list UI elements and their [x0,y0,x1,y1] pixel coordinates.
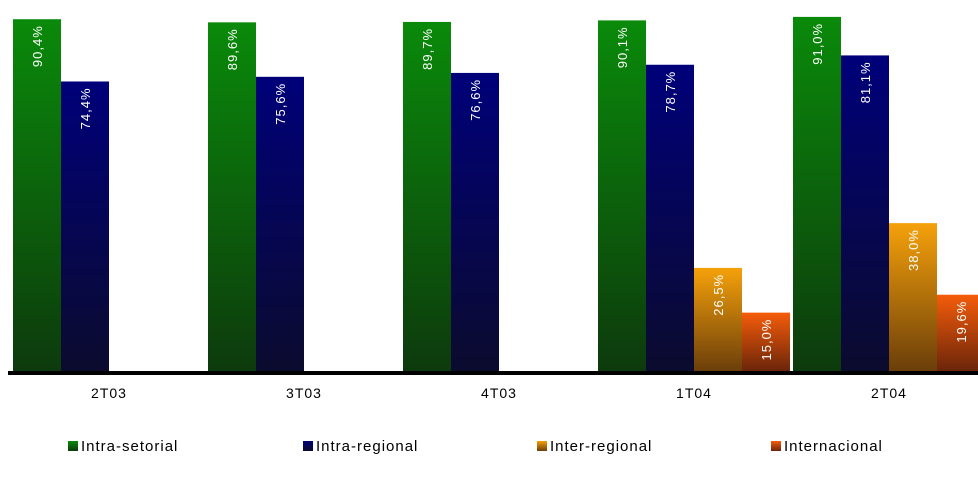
bar-1T04-internacional [742,312,790,371]
legend-label: Intra-regional [316,437,419,455]
bar-2T03-intra-setorial [13,19,61,372]
x-tick-label: 2T03 [91,385,127,401]
bar-1T04-inter-regional [694,267,742,371]
data-label: 19,6% [954,301,969,343]
x-tick-label: 4T03 [481,385,517,401]
data-label: 76,6% [468,79,483,121]
bar-4T03-intra-regional [451,72,499,371]
legend: Intra-setorial Intra-regional Inter-regi… [0,434,978,458]
bar-2T04-intra-regional [841,55,889,371]
x-tick-label: 1T04 [676,385,712,401]
legend-item-intra-setorial: Intra-setorial [68,434,178,458]
bar-3T03-intra-setorial [208,22,256,371]
data-label: 89,6% [225,28,240,70]
data-label: 74,4% [78,87,93,129]
data-label: 89,7% [420,28,435,70]
bar-chart: 90,4% 74,4% 89,6% 75,6% 89,7% 76,6% 90,1% 78,7%… [8,16,978,401]
data-label: 75,6% [273,83,288,125]
legend-swatch [537,441,547,451]
bar-2T04-inter-regional [889,223,937,371]
bar-1T04-intra-setorial [598,20,646,371]
legend-swatch [771,441,781,451]
legend-label: Internacional [784,437,883,455]
data-label: 15,0% [759,319,774,361]
data-label: 90,4% [30,25,45,67]
legend-item-intra-regional: Intra-regional [303,434,418,458]
data-label: 90,1% [615,26,630,68]
bar-1T04-intra-regional [646,64,694,372]
bar-2T04-intra-setorial [793,16,841,372]
bar-2T03-intra-regional [61,81,109,372]
legend-label: Inter-regional [550,437,653,455]
legend-swatch [303,441,313,451]
data-label: 81,1% [858,61,873,103]
data-label: 91,0% [810,23,825,65]
x-tick-label: 2T04 [871,385,907,401]
bars-layer [13,16,978,372]
x-tick-labels-layer: 2T03 3T03 4T03 1T04 2T04 [91,385,907,401]
legend-item-internacional: Internacional [771,434,883,458]
bar-2T04-internacional [937,294,978,371]
data-label: 26,5% [711,274,726,316]
x-tick-label: 3T03 [286,385,322,401]
legend-label: Intra-setorial [81,437,179,455]
bar-4T03-intra-setorial [403,21,451,371]
legend-swatch [68,441,78,451]
legend-item-inter-regional: Inter-regional [537,434,652,458]
data-labels-layer: 90,4% 74,4% 89,6% 75,6% 89,7% 76,6% 90,1% 78,7%… [30,23,969,361]
data-label: 78,7% [663,71,678,113]
data-label: 38,0% [906,229,921,271]
bar-3T03-intra-regional [256,76,304,372]
